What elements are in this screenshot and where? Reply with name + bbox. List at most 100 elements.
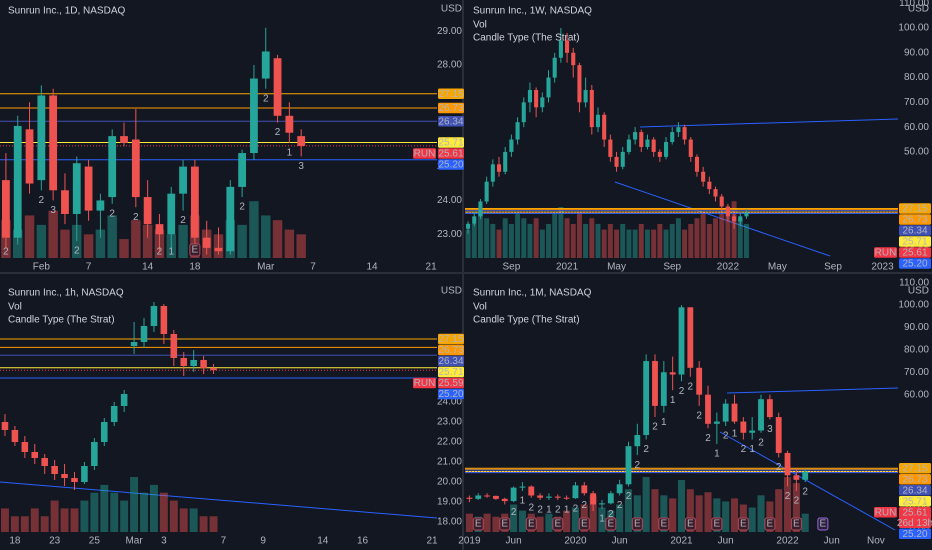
price-tag <box>899 496 931 507</box>
volume-bar <box>663 229 669 258</box>
y-tick-label: 90.00 <box>904 47 929 58</box>
price-tag-label: 26.34 <box>438 116 463 127</box>
x-tick-label: 21 <box>426 262 438 273</box>
volume-bar <box>477 212 483 258</box>
volume-bar <box>601 229 607 258</box>
x-tick-label: 18 <box>189 262 201 273</box>
candle-body <box>143 197 152 225</box>
strat-label: 1 <box>599 514 605 525</box>
strat-label: 2 <box>157 247 163 258</box>
price-tag <box>899 236 931 247</box>
candle-body <box>687 307 694 368</box>
candle-body <box>663 142 669 157</box>
candle-body <box>571 52 576 66</box>
volume-bar <box>159 492 168 532</box>
volume-bar <box>471 223 477 258</box>
volume-bar <box>743 223 749 258</box>
candle-body <box>501 498 508 502</box>
candle-body <box>676 127 681 133</box>
candle-body <box>180 358 188 366</box>
candle-body <box>131 139 140 198</box>
bar-countdown: 26d 13h <box>897 518 932 529</box>
strat-label: 2 <box>582 500 588 511</box>
candle-body <box>581 485 588 494</box>
x-tick-label: Mar <box>257 262 275 273</box>
candle-body <box>61 474 68 478</box>
candle-body <box>515 122 520 140</box>
strat-label: 1 <box>670 395 676 406</box>
volume-bar <box>576 212 582 258</box>
earnings-label: E <box>581 519 588 530</box>
candle-body <box>713 421 720 424</box>
volume-bar <box>598 507 606 532</box>
volume-bar <box>189 508 198 532</box>
strat-label: 2 <box>555 505 561 516</box>
volume-bar <box>626 229 632 258</box>
candle-body <box>155 224 164 235</box>
candle-body <box>285 115 294 133</box>
candle-body <box>190 166 199 238</box>
earnings-label: E <box>501 519 508 530</box>
volume-bar <box>10 516 19 532</box>
earnings-badge <box>631 517 643 531</box>
candle-body <box>101 422 108 442</box>
x-tick-label: 2021 <box>556 262 579 273</box>
price-tag <box>438 88 464 100</box>
candle-body <box>51 466 58 474</box>
volume-bar <box>30 508 39 532</box>
chart-title: Sunrun Inc., 1W, NASDAQ <box>473 6 592 17</box>
candle-body <box>475 495 482 499</box>
strat-label: 2 <box>696 411 702 422</box>
strat-label: 2 <box>275 127 281 138</box>
chart-title: Sunrun Inc., 1M, NASDAQ <box>473 288 592 299</box>
volume-bar <box>496 229 502 258</box>
volume-bar <box>695 495 703 532</box>
trend-line <box>726 387 898 394</box>
x-tick-label: 2020 <box>564 536 587 547</box>
candle-body <box>503 151 508 172</box>
volume-bar <box>731 201 737 258</box>
volume-bar <box>120 500 129 532</box>
candle-body <box>250 78 258 154</box>
earnings-badge <box>552 517 564 531</box>
price-pane <box>465 28 898 258</box>
volume-bar <box>237 224 247 258</box>
earnings-badge <box>525 517 537 531</box>
price-tag <box>438 137 464 148</box>
candle-body <box>758 399 764 431</box>
candle-body <box>160 306 168 334</box>
price-tag-label: 27.15 <box>902 204 927 215</box>
candle-body <box>563 497 570 499</box>
drawings <box>614 118 898 257</box>
price-tag <box>899 507 931 529</box>
candle-body <box>607 493 614 504</box>
strat-label: 2 <box>794 496 800 507</box>
y-tick-label: 60.00 <box>904 122 929 133</box>
volume-bar <box>620 223 626 258</box>
y-tick-label: 24.00 <box>437 397 462 408</box>
price-tag-label: 25.61 <box>902 248 927 259</box>
earnings-label: E <box>528 519 535 530</box>
y-tick-label: 100.00 <box>898 300 929 311</box>
price-tag <box>438 148 464 159</box>
candle-body <box>682 127 687 140</box>
volume-bar <box>20 516 29 532</box>
candle-body <box>614 156 619 167</box>
candle-body <box>96 200 105 211</box>
strat-label: 2 <box>652 422 658 433</box>
trend-line <box>719 431 896 531</box>
volume-bar <box>199 516 208 532</box>
x-tick-label: Nov <box>867 536 885 547</box>
earnings-badge <box>817 517 829 531</box>
price-tag <box>438 333 464 345</box>
volume-bar <box>119 239 129 258</box>
strat-label: 3 <box>298 161 304 172</box>
volume-bar <box>518 510 526 532</box>
candle-body <box>639 132 644 147</box>
candle-body <box>120 394 128 406</box>
candle-body <box>540 97 545 108</box>
pane-overlay: Sunrun Inc., 1D, NASDAQUSD29.0028.0025.0… <box>8 4 464 273</box>
candle-body <box>766 399 773 418</box>
